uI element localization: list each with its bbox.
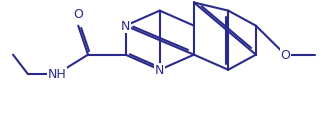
Text: N: N (155, 64, 164, 77)
Text: NH: NH (48, 68, 67, 81)
Text: O: O (73, 8, 83, 21)
Text: O: O (280, 49, 290, 62)
Text: N: N (121, 20, 130, 33)
